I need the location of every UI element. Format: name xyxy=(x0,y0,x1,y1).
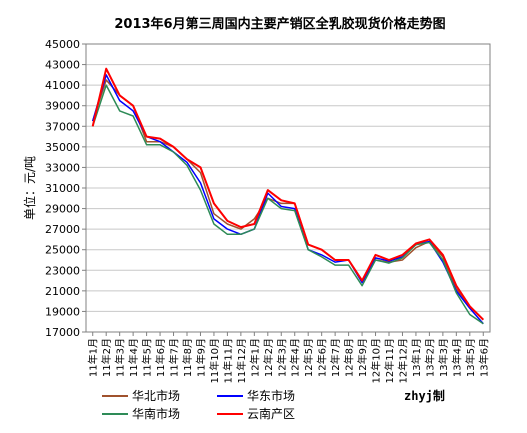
y-axis-label: 单位：元/吨 xyxy=(22,156,37,220)
legend-label: 华北市场 xyxy=(132,388,180,403)
x-tick-label: 11年4月 xyxy=(127,338,140,377)
y-tick-label: 19000 xyxy=(45,305,80,318)
x-tick-label: 13年3月 xyxy=(437,338,450,377)
y-tick-label: 17000 xyxy=(45,326,80,339)
y-tick-label: 25000 xyxy=(45,244,80,257)
x-tick-label: 11年11月 xyxy=(221,338,234,383)
legend-label: 云南产区 xyxy=(247,406,295,421)
x-tick-label: 11年8月 xyxy=(181,338,194,377)
y-tick-label: 43000 xyxy=(45,59,80,72)
x-tick-label: 11年6月 xyxy=(154,338,167,377)
x-tick-label: 12年6月 xyxy=(316,338,329,377)
y-tick-label: 41000 xyxy=(45,79,80,92)
series-line-2 xyxy=(91,84,484,325)
series-line-0 xyxy=(91,79,484,321)
series-line-3 xyxy=(91,67,485,321)
x-tick-label: 12年8月 xyxy=(343,338,356,377)
y-tick-label: 45000 xyxy=(45,38,80,51)
y-tick-label: 33000 xyxy=(45,161,80,174)
x-tick-label: 13年2月 xyxy=(423,338,436,377)
y-tick-label: 31000 xyxy=(45,182,80,195)
chart-title: 2013年6月第三周国内主要产销区全乳胶现货价格走势图 xyxy=(114,16,445,32)
y-tick-label: 37000 xyxy=(45,120,80,133)
x-tick-label: 12年10月 xyxy=(370,338,383,383)
x-tick-label: 11年12月 xyxy=(235,338,248,383)
series-line-1 xyxy=(91,74,484,325)
x-tick-label: 11年2月 xyxy=(100,338,113,377)
x-tick-label: 11年5月 xyxy=(141,338,154,377)
x-tick-label: 12年5月 xyxy=(302,338,315,377)
series-lines xyxy=(91,67,485,325)
x-tick-label: 11年10月 xyxy=(208,338,221,383)
y-tick-label: 39000 xyxy=(45,100,80,113)
x-tick-label: 11年1月 xyxy=(87,338,100,377)
y-tick-label: 35000 xyxy=(45,141,80,154)
y-tick-label: 23000 xyxy=(45,264,80,277)
x-tick-label: 13年1月 xyxy=(410,338,423,377)
x-tick-label: 12年12月 xyxy=(396,338,409,383)
x-tick-label: 13年5月 xyxy=(464,338,477,377)
x-tick-label: 11年7月 xyxy=(168,338,181,377)
x-tick-label: 12年4月 xyxy=(289,338,302,377)
x-tick-label: 12年9月 xyxy=(356,338,369,377)
x-tick-label: 12年7月 xyxy=(329,338,342,377)
x-tick-label: 12年2月 xyxy=(262,338,275,377)
x-tick-label: 12年1月 xyxy=(248,338,261,377)
x-tick-label: 11年9月 xyxy=(194,338,207,377)
x-tick-label: 11年3月 xyxy=(114,338,127,377)
y-tick-label: 29000 xyxy=(45,203,80,216)
y-axis-ticks: 17000 19000 21000 23000 25000 27000 29000 31000… xyxy=(45,38,86,339)
x-tick-label: 12年3月 xyxy=(275,338,288,377)
legend-label: 华南市场 xyxy=(132,406,180,421)
x-tick-label: 12年11月 xyxy=(383,338,396,383)
credit-label: zhyj制 xyxy=(404,388,445,403)
gridlines xyxy=(86,43,490,333)
x-tick-label: 13年6月 xyxy=(477,338,490,377)
y-tick-label: 21000 xyxy=(45,285,80,298)
x-axis-ticks: 11年1月 11年2月 11年3月 11年4月 11年5月 11年6月 11年7月 11年8月… xyxy=(87,332,490,383)
y-tick-label: 27000 xyxy=(45,223,80,236)
legend-label: 华东市场 xyxy=(247,388,295,403)
x-tick-label: 13年4月 xyxy=(450,338,463,377)
